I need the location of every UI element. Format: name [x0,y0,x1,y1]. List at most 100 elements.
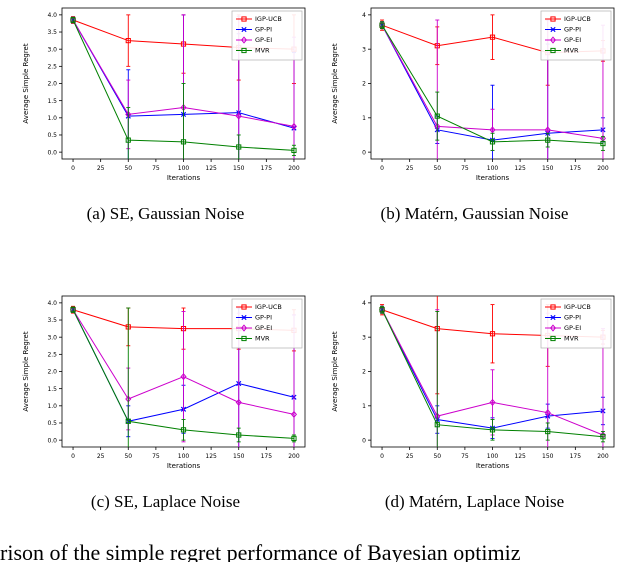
legend: IGP-UCB GP-PI GP-EI MVR [231,10,303,61]
svg-text:100: 100 [487,453,499,460]
legend-entry-IGP-UCB [545,16,561,22]
legend-entry-IGP-UCB [236,16,252,22]
svg-text:2: 2 [362,81,366,88]
svg-text:125: 125 [205,453,217,460]
svg-text:200: 200 [597,165,609,172]
svg-text:GP-PI: GP-PI [564,314,581,322]
legend-entry-GP-PI [545,26,561,33]
svg-text:GP-PI: GP-PI [255,314,272,322]
subplot-b-caption: (b) Matérn, Gaussian Noise [380,204,569,223]
legend-entry-GP-EI [236,324,252,332]
svg-text:3.0: 3.0 [47,334,57,341]
svg-text:50: 50 [124,453,132,460]
legend-entry-MVR [236,335,252,342]
chart-se-laplace-noise: 0.0 0.5 1.0 1.5 2.0 2.5 3.0 3.5 4.0 0 25 50 75 100 125… [22,295,306,470]
svg-text:175: 175 [261,165,273,172]
legend-entry-MVR [545,335,561,342]
svg-text:IGP-UCB: IGP-UCB [564,15,591,23]
svg-text:125: 125 [205,165,217,172]
svg-text:200: 200 [597,453,609,460]
legend-entry-GP-EI [545,324,561,332]
svg-text:75: 75 [461,453,469,460]
legend-entry-IGP-UCB [236,304,252,310]
legend-entry-GP-PI [236,26,252,33]
series-MVR [70,16,297,159]
svg-text:150: 150 [542,453,554,460]
svg-text:MVR: MVR [255,47,270,55]
svg-text:1.5: 1.5 [47,98,57,105]
svg-text:25: 25 [97,165,105,172]
svg-text:GP-EI: GP-EI [255,36,272,44]
svg-text:2.0: 2.0 [47,369,57,376]
svg-text:125: 125 [514,453,526,460]
chart-matern-laplace-noise: 0 1 2 3 4 0 25 50 75 100 125 150 175 200 Average Simpl… [331,295,615,470]
chart-se-gaussian-noise: 0.0 0.5 1.0 1.5 2.0 2.5 3.0 3.5 4.0 0 25 50 75 100 125… [22,7,306,182]
svg-text:150: 150 [233,453,245,460]
svg-text:MVR: MVR [255,335,270,343]
svg-text:MVR: MVR [564,335,579,343]
svg-text:0: 0 [380,453,384,460]
subplot-d: 0 1 2 3 4 0 25 50 75 100 125 150 175 200 Average Simpl… [327,288,622,512]
svg-text:0.0: 0.0 [47,149,57,156]
figure-row-bottom: 0.0 0.5 1.0 1.5 2.0 2.5 3.0 3.5 4.0 0 25 50 75 100 125… [0,288,640,512]
svg-text:GP-PI: GP-PI [255,26,272,34]
svg-text:GP-PI: GP-PI [564,26,581,34]
svg-text:175: 175 [570,453,582,460]
legend: IGP-UCB GP-PI GP-EI MVR [540,298,612,349]
svg-text:0.5: 0.5 [47,420,57,427]
svg-text:50: 50 [433,165,441,172]
svg-text:GP-EI: GP-EI [564,324,581,332]
svg-text:200: 200 [288,165,300,172]
series-MVR [379,305,606,447]
legend-entry-MVR [236,47,252,54]
svg-text:4.0: 4.0 [47,300,57,307]
svg-text:IGP-UCB: IGP-UCB [255,303,282,311]
svg-text:0: 0 [380,165,384,172]
svg-text:0.5: 0.5 [47,132,57,139]
svg-text:175: 175 [570,165,582,172]
legend-entry-MVR [545,47,561,54]
svg-text:2.5: 2.5 [47,352,57,359]
svg-text:3: 3 [362,334,366,341]
tick-labels: 0.0 0.5 1.0 1.5 2.0 2.5 3.0 3.5 4.0 0 25 50 75 100 125… [47,300,299,460]
svg-text:0: 0 [71,165,75,172]
svg-text:1.0: 1.0 [47,403,57,410]
y-axis-label: Average Simple Regret [331,43,339,123]
subplot-c: 0.0 0.5 1.0 1.5 2.0 2.5 3.0 3.5 4.0 0 25 50 75 100 125… [18,288,313,512]
subplot-a: 0.0 0.5 1.0 1.5 2.0 2.5 3.0 3.5 4.0 0 25 50 75 100 125… [18,0,313,224]
svg-text:75: 75 [152,453,160,460]
tick-labels: 0.0 0.5 1.0 1.5 2.0 2.5 3.0 3.5 4.0 0 25 50 75 100 125… [47,12,299,172]
svg-text:2: 2 [362,369,366,376]
svg-text:4.0: 4.0 [47,12,57,19]
y-axis-label: Average Simple Regret [22,43,30,123]
y-axis-label: Average Simple Regret [22,331,30,411]
svg-text:200: 200 [288,453,300,460]
svg-text:150: 150 [542,165,554,172]
svg-text:IGP-UCB: IGP-UCB [255,15,282,23]
svg-text:GP-EI: GP-EI [255,324,272,332]
svg-text:0: 0 [362,437,366,444]
svg-text:GP-EI: GP-EI [564,36,581,44]
svg-text:75: 75 [152,165,160,172]
tick-labels: 0 1 2 3 4 0 25 50 75 100 125 150 175 200 [362,300,609,460]
svg-text:125: 125 [514,165,526,172]
legend-entry-IGP-UCB [545,304,561,310]
chart-matern-gaussian-noise: 0 1 2 3 4 0 25 50 75 100 125 150 175 200 Average Simpl… [331,7,615,182]
x-axis-label: Iterations [476,462,510,470]
svg-text:3.5: 3.5 [47,29,57,36]
svg-text:1.5: 1.5 [47,386,57,393]
svg-text:MVR: MVR [564,47,579,55]
svg-text:3.0: 3.0 [47,46,57,53]
svg-text:4: 4 [362,300,366,307]
subplot-a-caption: (a) SE, Gaussian Noise [86,204,245,223]
svg-text:25: 25 [406,453,414,460]
svg-text:100: 100 [487,165,499,172]
legend-entry-GP-PI [545,314,561,321]
svg-text:100: 100 [178,453,190,460]
legend-entry-GP-EI [545,36,561,44]
svg-text:175: 175 [261,453,273,460]
svg-text:1: 1 [362,115,366,122]
x-axis-label: Iterations [167,462,201,470]
svg-text:50: 50 [124,165,132,172]
